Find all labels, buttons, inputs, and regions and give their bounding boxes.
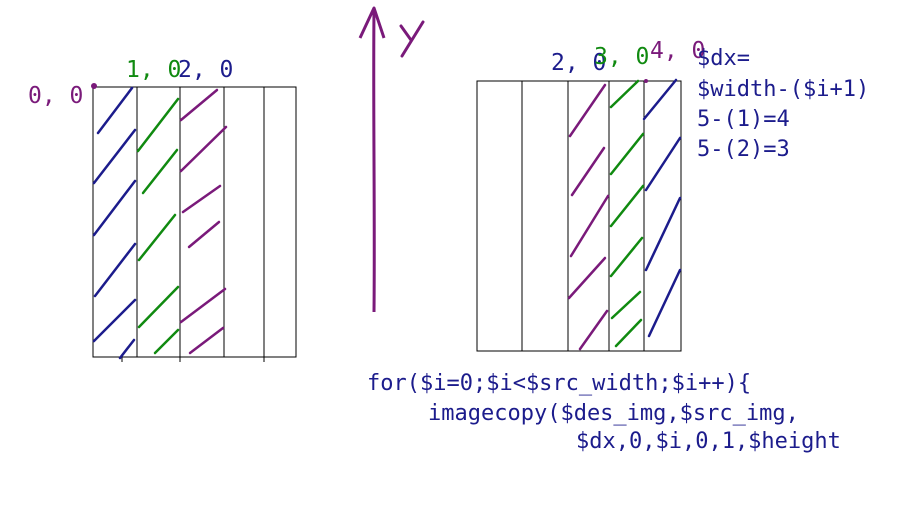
hatch-stroke: [137, 213, 177, 262]
left-hatch-purple: [179, 88, 228, 355]
hatch-stroke: [644, 196, 682, 272]
right-label-2-0: 2, 0: [551, 50, 606, 76]
code-line-1: for($i=0;$i<$src_width;$i++){: [367, 371, 751, 396]
hatch-stroke: [179, 88, 219, 122]
hatch-stroke: [118, 338, 136, 360]
hatch-stroke: [642, 78, 678, 121]
right-label-3-0: 3, 0: [594, 44, 649, 70]
left-label-2-0: 2, 0: [178, 57, 233, 83]
right-hatch-green: [609, 79, 645, 348]
hatch-stroke: [187, 220, 221, 249]
hatch-stroke: [179, 125, 228, 173]
hatch-stroke: [181, 184, 222, 214]
hatch-stroke: [136, 97, 180, 153]
hatch-stroke: [92, 179, 137, 237]
note-line-1: $dx=: [697, 46, 750, 71]
left-diagram: 0, 0 1, 0 2, 0: [28, 57, 297, 362]
left-label-0-0: 0, 0: [28, 83, 83, 109]
left-label-1-0: 1, 0: [126, 57, 181, 83]
left-hatch-green: [136, 97, 180, 355]
hatch-stroke: [568, 83, 607, 138]
hatch-stroke: [569, 194, 610, 258]
right-hatch-purple: [567, 83, 610, 351]
hatch-stroke: [609, 132, 645, 176]
note-line-3: 5-(1)=4: [697, 107, 790, 132]
dx-notes: $dx= $width-($i+1) 5-(1)=4 5-(2)=3: [697, 46, 869, 162]
right-point-dot: [644, 79, 648, 83]
hatch-stroke: [92, 298, 137, 343]
code-line-3: $dx,0,$i,0,1,$height: [576, 429, 841, 454]
hatch-stroke: [578, 309, 609, 351]
hatch-stroke: [567, 256, 607, 300]
hatch-stroke: [609, 79, 640, 109]
hatch-stroke: [644, 136, 682, 192]
left-hatch-navy: [92, 86, 137, 360]
code-snippet: for($i=0;$i<$src_width;$i++){ imagecopy(…: [367, 371, 841, 454]
right-hatch-navy: [642, 78, 682, 338]
y-axis-shaft: [372, 9, 376, 313]
left-frame: [92, 86, 297, 358]
hatch-stroke: [570, 146, 606, 197]
note-line-2: $width-($i+1): [697, 77, 869, 102]
hatch-stroke: [137, 285, 180, 329]
hatch-stroke: [96, 86, 134, 135]
hatch-stroke: [610, 290, 642, 320]
y-axis-arrowhead: [358, 6, 386, 39]
hatch-stroke: [647, 268, 682, 338]
note-line-4: 5-(2)=3: [697, 137, 790, 162]
hatch-stroke: [179, 287, 227, 324]
hatch-stroke: [93, 242, 137, 298]
right-frame: [476, 80, 682, 352]
hatch-stroke: [614, 318, 643, 348]
y-axis-glyph: [399, 20, 425, 58]
hatch-stroke: [92, 128, 137, 185]
right-label-4-0: 4, 0: [650, 38, 705, 64]
origin-dot: [91, 83, 97, 89]
y-axis-arrow: Y: [358, 6, 425, 313]
hatch-stroke: [188, 326, 225, 355]
code-line-2: imagecopy($des_img,$src_img,: [428, 401, 799, 426]
hatch-stroke: [609, 184, 645, 228]
hatch-stroke: [609, 236, 644, 278]
right-diagram: 2, 0 3, 0 4, 0: [476, 38, 705, 352]
hatch-stroke: [153, 328, 180, 355]
hatch-stroke: [141, 148, 179, 195]
